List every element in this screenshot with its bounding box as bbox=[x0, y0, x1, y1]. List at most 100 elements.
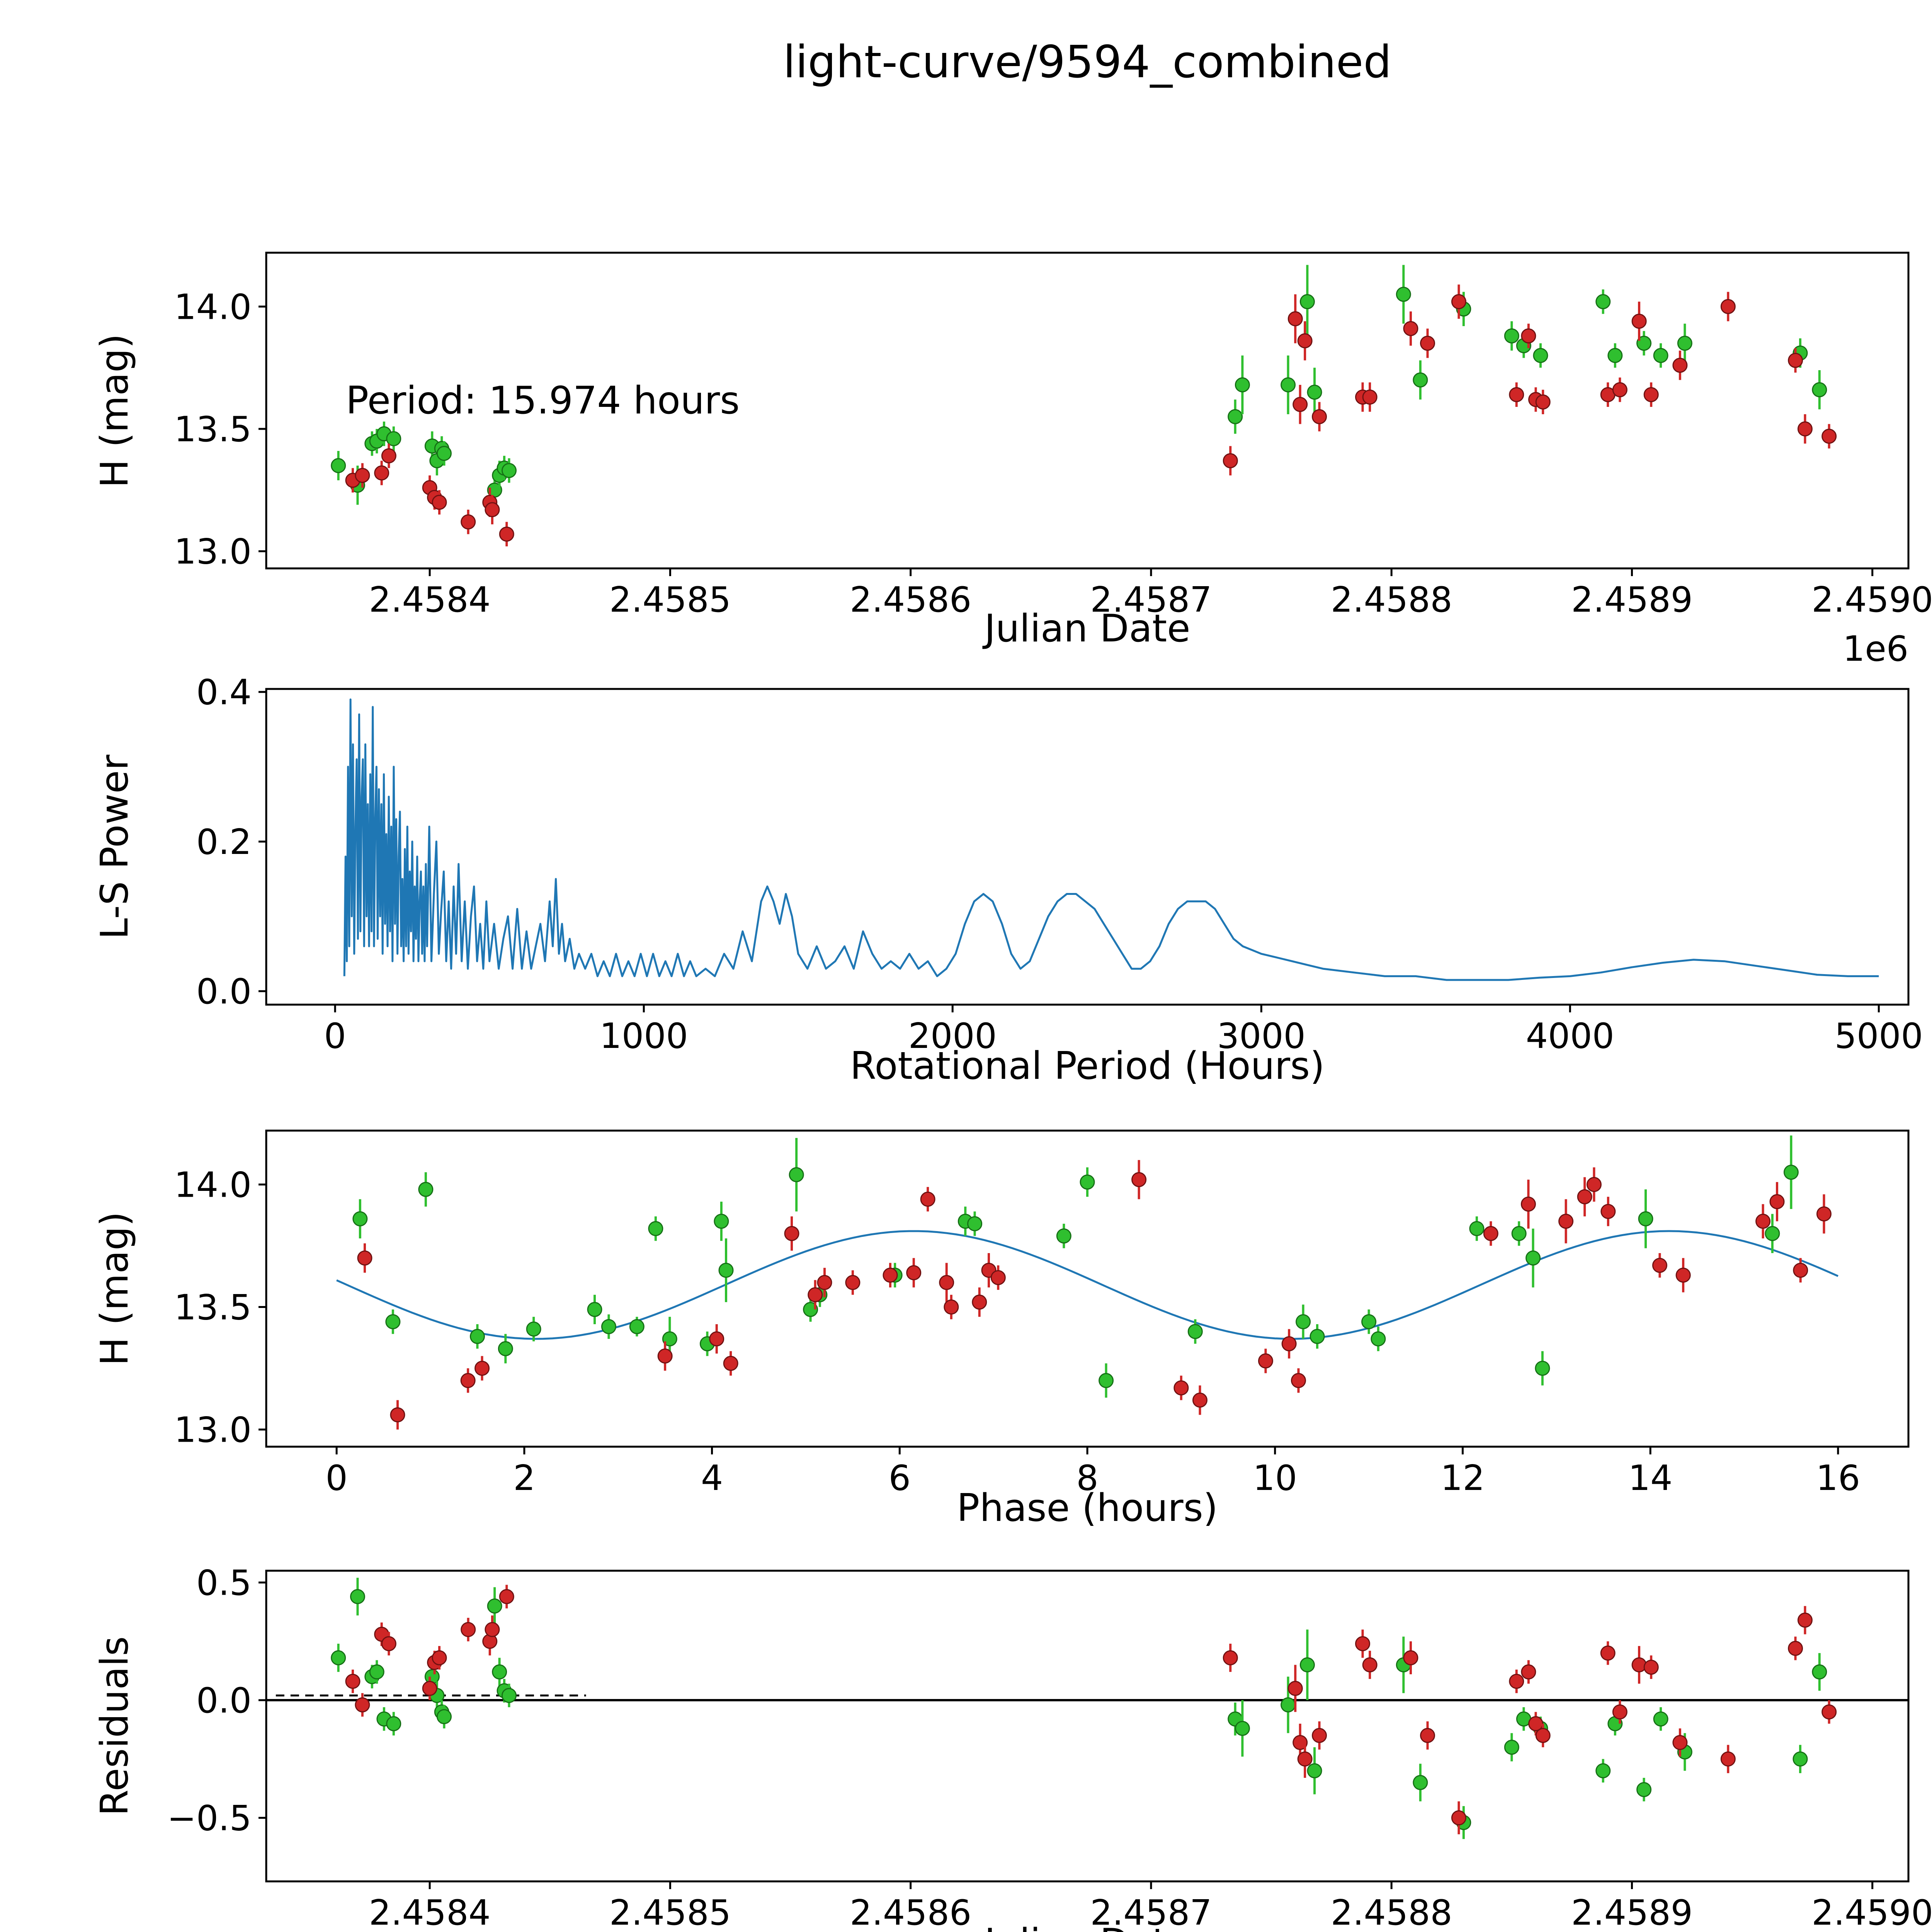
data-point bbox=[1511, 1226, 1527, 1241]
data-point bbox=[422, 1681, 437, 1696]
x-tick-label: 2.4588 bbox=[1331, 580, 1452, 620]
data-point bbox=[1812, 1664, 1827, 1680]
data-point bbox=[469, 1329, 485, 1344]
data-point bbox=[1595, 1763, 1611, 1779]
data-point bbox=[331, 1650, 346, 1665]
data-point bbox=[1788, 1641, 1803, 1656]
data-point bbox=[1299, 1657, 1315, 1673]
data-point bbox=[1451, 1810, 1466, 1826]
data-point bbox=[587, 1302, 602, 1317]
data-point bbox=[1675, 1267, 1691, 1283]
data-point bbox=[352, 1211, 368, 1226]
data-point bbox=[1080, 1174, 1095, 1190]
y-tick-label: 0.5 bbox=[196, 1563, 252, 1603]
data-point bbox=[345, 1673, 361, 1689]
x-tick-label: 6 bbox=[889, 1458, 911, 1498]
data-point bbox=[1643, 1660, 1659, 1675]
axes-spines bbox=[265, 688, 1910, 1006]
data-point bbox=[1783, 1165, 1799, 1180]
data-point bbox=[1788, 353, 1803, 368]
data-point bbox=[1223, 453, 1238, 468]
data-point bbox=[1362, 1657, 1378, 1673]
data-point bbox=[1535, 1361, 1550, 1376]
panel1-xlabel: Julian Date bbox=[982, 607, 1190, 651]
data-point bbox=[1797, 421, 1813, 437]
data-point bbox=[1287, 1681, 1303, 1696]
x-tick-label: 2.4589 bbox=[1571, 1893, 1693, 1932]
data-point bbox=[1821, 429, 1837, 444]
data-point bbox=[1403, 1650, 1418, 1665]
x-tick-label: 8 bbox=[1076, 1458, 1098, 1498]
y-tick-label: 0.2 bbox=[196, 822, 252, 862]
y-tick-label: 13.0 bbox=[174, 532, 252, 572]
data-point bbox=[845, 1275, 861, 1290]
data-point bbox=[1483, 1226, 1498, 1241]
data-point bbox=[390, 1407, 405, 1423]
data-point bbox=[385, 1314, 401, 1330]
residual-scatter-red bbox=[345, 1585, 1837, 1835]
x-tick-label: 2.4584 bbox=[369, 580, 491, 620]
data-point bbox=[432, 495, 447, 510]
data-point bbox=[381, 448, 396, 464]
data-point bbox=[1228, 409, 1243, 424]
panel-residuals: 2.4584 2.4585 2.4586 2.4587 2.4588 2.4589 2.45… bbox=[167, 1563, 1932, 1932]
x-tick-label: 10 bbox=[1253, 1458, 1297, 1498]
data-point bbox=[1636, 1782, 1652, 1797]
data-point bbox=[1223, 1650, 1238, 1665]
data-point bbox=[1451, 294, 1466, 310]
panel1-x-offset: 1e6 bbox=[1843, 629, 1908, 669]
data-point bbox=[355, 1697, 370, 1713]
data-point bbox=[1755, 1214, 1771, 1229]
data-point bbox=[1653, 1711, 1668, 1727]
data-point bbox=[432, 1650, 447, 1665]
data-point bbox=[1612, 1704, 1628, 1719]
data-point bbox=[657, 1348, 673, 1364]
y-tick-label: 0.0 bbox=[196, 971, 252, 1012]
data-point bbox=[436, 446, 452, 461]
data-point bbox=[944, 1299, 959, 1315]
data-point bbox=[461, 514, 476, 530]
data-point bbox=[709, 1331, 724, 1347]
data-point bbox=[1371, 1331, 1386, 1347]
data-point bbox=[967, 1216, 983, 1231]
data-point bbox=[1361, 1314, 1377, 1330]
data-point bbox=[1631, 313, 1647, 329]
x-tick-label: 2.4585 bbox=[609, 1893, 731, 1932]
data-point bbox=[1291, 1373, 1306, 1388]
data-point bbox=[1535, 394, 1551, 410]
panel-periodogram: 0 1000 2000 3000 4000 5000 0.0 0.2 0.4 bbox=[196, 672, 1923, 1056]
x-tick-label: 2.4589 bbox=[1571, 580, 1693, 620]
data-point bbox=[1293, 1735, 1308, 1750]
x-tick-label: 4000 bbox=[1526, 1016, 1614, 1056]
data-point bbox=[1586, 1177, 1602, 1192]
data-point bbox=[789, 1167, 804, 1182]
panel-phase-folded: 0 2 4 6 8 10 12 14 16 13.0 13.5 14.0 bbox=[174, 1129, 1910, 1498]
data-point bbox=[1297, 1751, 1313, 1767]
panel2-ylabel: L-S Power bbox=[93, 754, 137, 939]
y-tick-label: 0.4 bbox=[196, 672, 252, 713]
data-point bbox=[1509, 387, 1524, 402]
x-tick-label: 2 bbox=[513, 1458, 535, 1498]
data-point bbox=[1099, 1373, 1114, 1388]
data-point bbox=[1281, 1336, 1297, 1352]
data-point bbox=[1287, 311, 1303, 327]
x-tick-label: 2.4584 bbox=[369, 1893, 491, 1932]
data-point bbox=[1281, 1697, 1296, 1713]
data-point bbox=[1173, 1380, 1189, 1396]
x-tick-label: 2.4586 bbox=[850, 580, 971, 620]
data-point bbox=[629, 1319, 645, 1334]
data-point bbox=[1638, 1211, 1653, 1226]
x-tick-label: 2.4590 bbox=[1811, 580, 1932, 620]
data-point bbox=[1307, 1763, 1322, 1779]
y-tick-label: 13.0 bbox=[174, 1410, 252, 1451]
y-tick-label: 13.5 bbox=[174, 1287, 252, 1328]
data-point bbox=[1311, 409, 1327, 424]
data-point bbox=[1413, 1775, 1428, 1790]
x-tick-label: 2.4585 bbox=[609, 580, 731, 620]
data-point bbox=[718, 1262, 734, 1278]
data-point bbox=[374, 465, 389, 481]
data-point bbox=[1535, 1728, 1551, 1743]
data-point bbox=[1131, 1172, 1147, 1187]
